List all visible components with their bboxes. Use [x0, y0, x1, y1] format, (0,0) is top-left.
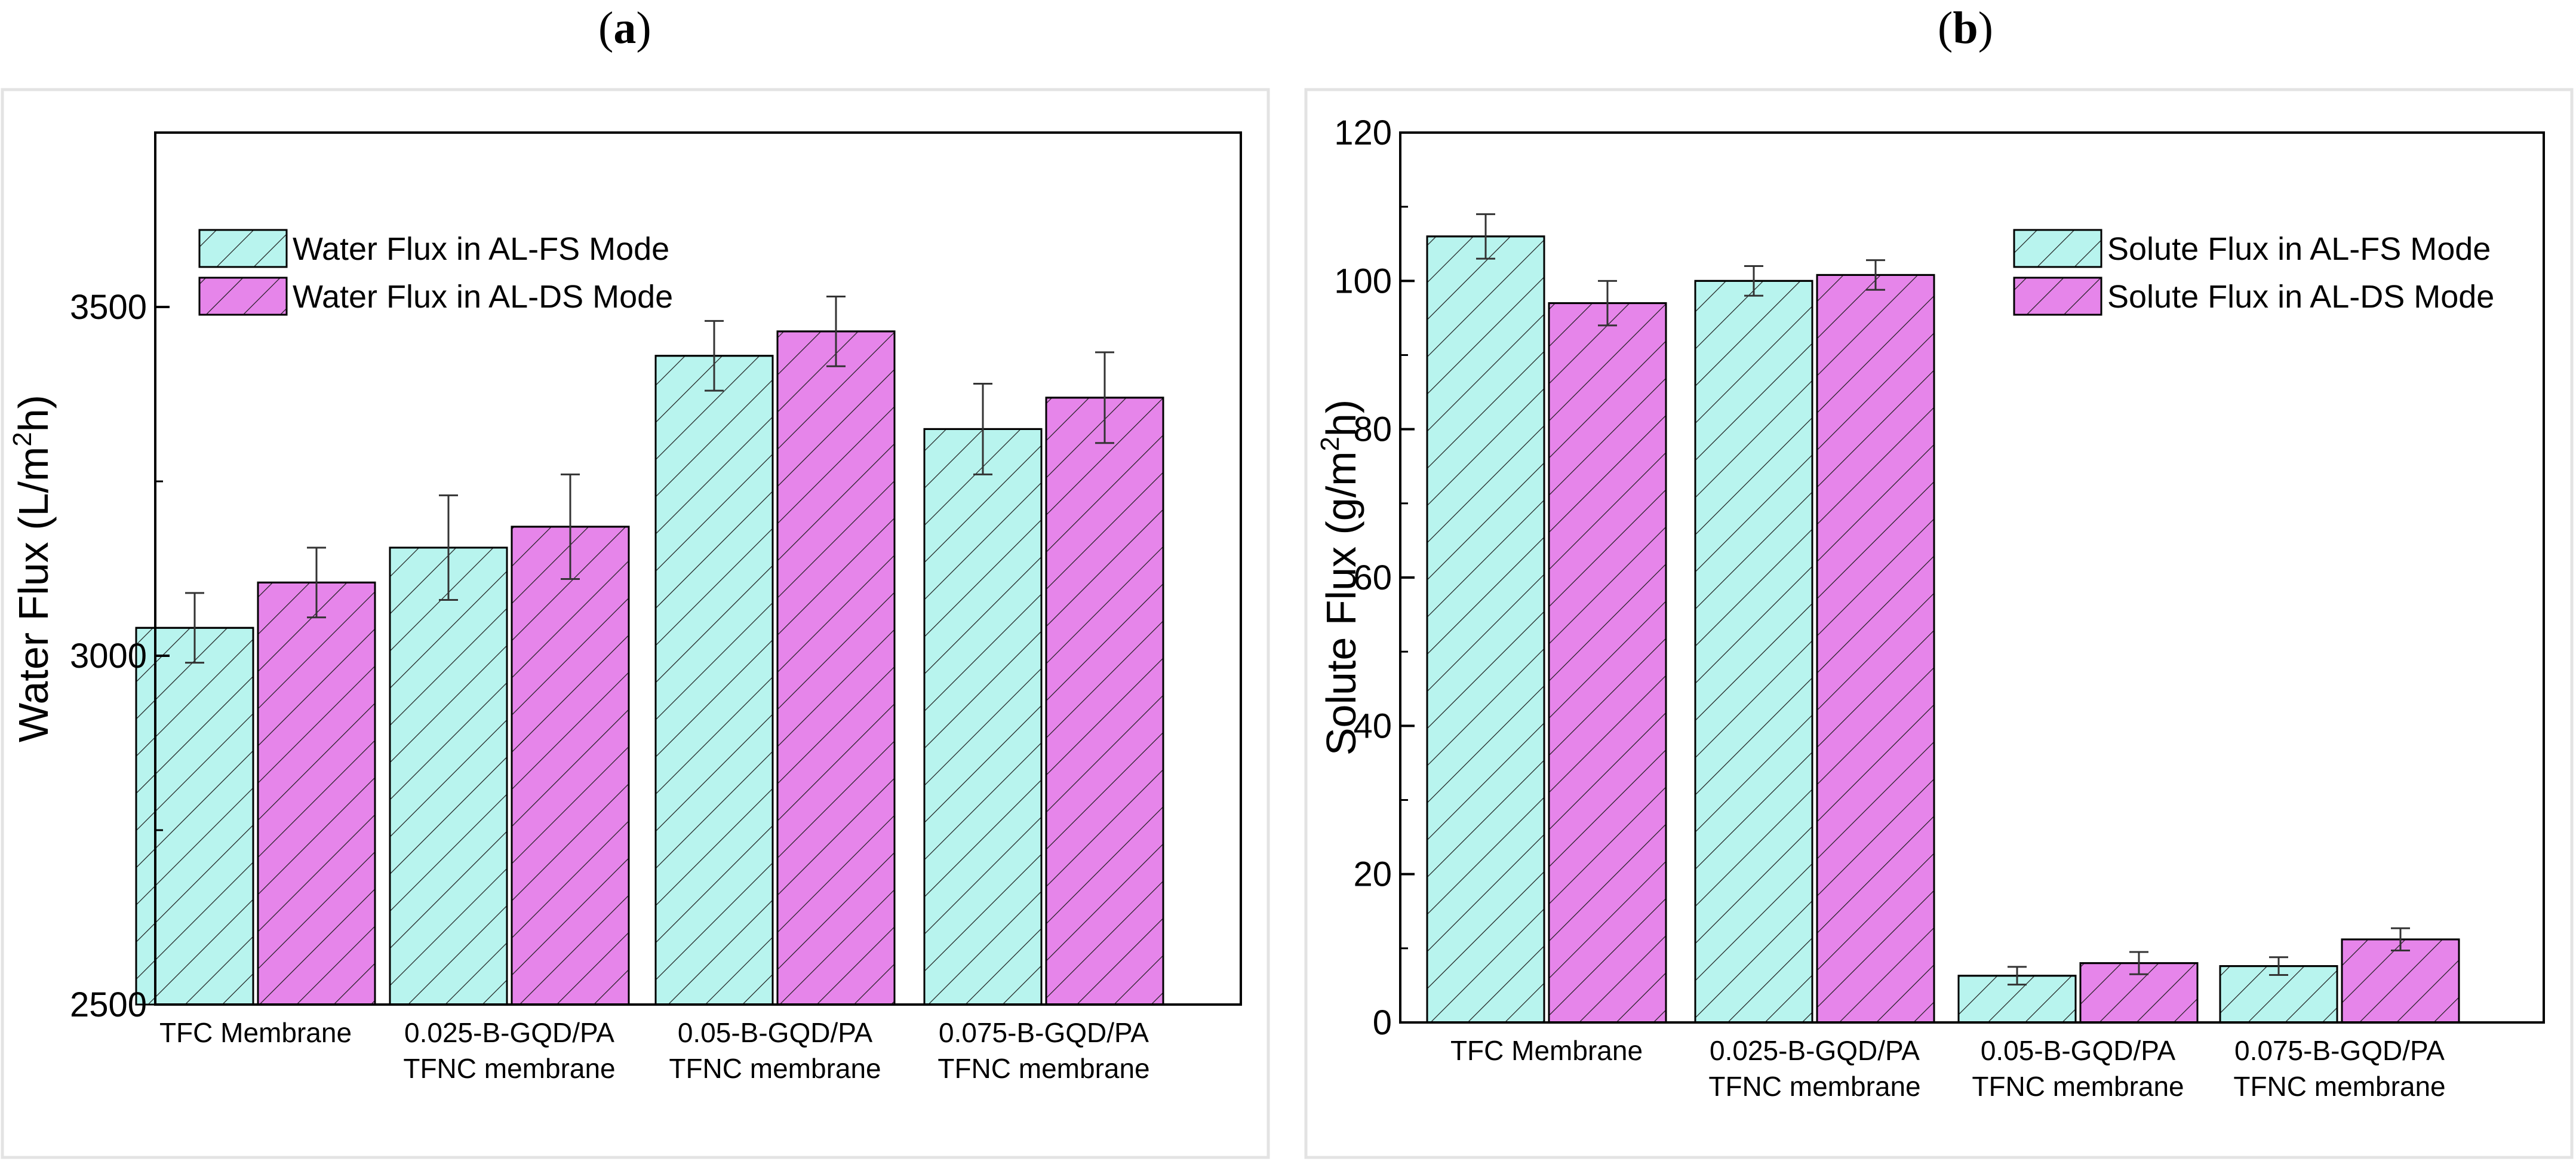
bar-hatch-b-s2-2: [1816, 274, 1935, 1024]
category-label-b-3-line2: TFNC membrane: [1972, 1071, 2184, 1102]
category-label-a-2-line1: 0.025-B-GQD/PA: [404, 1017, 614, 1048]
bar-hatch-a-s2-4: [1045, 397, 1164, 1006]
y-axis-label-tail-a: h): [10, 395, 57, 432]
y-axis-label-sup-b: 2: [1315, 437, 1345, 451]
y-tick-label-b-20: 20: [1353, 855, 1392, 894]
y-axis-label-tail-b: h): [1318, 400, 1364, 437]
bar-hatch-b-s1-1: [1426, 235, 1545, 1024]
legend-swatch-hatch-b-s1: [2013, 229, 2102, 268]
category-label-b-2-line2: TFNC membrane: [1708, 1071, 1920, 1102]
bar-hatch-b-s1-2: [1694, 280, 1813, 1024]
y-tick-label-b-0: 0: [1373, 1003, 1392, 1042]
bar-hatch-a-s1-1: [135, 626, 254, 1006]
legend-label-a-s1: Water Flux in AL-FS Mode: [293, 231, 669, 267]
bar-hatch-a-s1-3: [654, 355, 774, 1006]
y-tick-label-a-3500: 3500: [70, 288, 147, 327]
y-axis-label-main-b: Solute Flux (g/m: [1318, 452, 1364, 756]
y-tick-label-b-40: 40: [1353, 707, 1392, 745]
y-axis-label-b: Solute Flux (g/m2h): [1315, 400, 1364, 755]
y-axis-label-sup-a: 2: [8, 432, 37, 446]
y-tick-label-a-2500: 2500: [70, 985, 147, 1024]
y-tick-label-b-100: 100: [1334, 262, 1392, 300]
category-label-a-2-line2: TFNC membrane: [403, 1053, 615, 1084]
y-axis-label-main-a: Water Flux (L/m: [10, 447, 57, 742]
legend-swatch-hatch-a-s2: [198, 277, 288, 316]
bar-hatch-a-s2-2: [511, 526, 630, 1006]
legend-label-b-s2: Solute Flux in AL-DS Mode: [2107, 279, 2494, 315]
category-label-a-4-line2: TFNC membrane: [937, 1053, 1149, 1084]
bar-hatch-b-s2-1: [1548, 302, 1667, 1024]
panel-label-a: (a): [598, 3, 651, 53]
bar-hatch-b-s2-4: [2341, 938, 2460, 1024]
bar-hatch-a-s1-2: [389, 546, 508, 1006]
category-label-a-1-line1: TFC Membrane: [159, 1017, 352, 1048]
category-label-b-4-line2: TFNC membrane: [2233, 1071, 2445, 1102]
bar-hatch-a-s2-1: [257, 581, 376, 1006]
y-axis-label-a: Water Flux (L/m2h): [8, 395, 57, 742]
bar-hatch-a-s2-3: [776, 330, 896, 1006]
category-label-b-4-line1: 0.075-B-GQD/PA: [2234, 1035, 2445, 1066]
y-tick-label-b-80: 80: [1353, 410, 1392, 449]
y-tick-label-a-3000: 3000: [70, 637, 147, 675]
category-label-a-3-line1: 0.05-B-GQD/PA: [678, 1017, 873, 1048]
legend-swatch-hatch-b-s2: [2013, 277, 2102, 316]
legend-label-b-s1: Solute Flux in AL-FS Mode: [2107, 231, 2491, 267]
legend-label-a-s2: Water Flux in AL-DS Mode: [293, 279, 673, 315]
category-label-b-3-line1: 0.05-B-GQD/PA: [1981, 1035, 2176, 1066]
legend-swatch-hatch-a-s1: [198, 229, 288, 268]
bar-hatch-a-s1-4: [923, 428, 1043, 1006]
y-tick-label-b-60: 60: [1353, 558, 1392, 597]
category-label-b-1-line1: TFC Membrane: [1450, 1035, 1643, 1066]
category-label-a-3-line2: TFNC membrane: [669, 1053, 881, 1084]
category-label-a-4-line1: 0.075-B-GQD/PA: [939, 1017, 1149, 1048]
panel-label-b: (b): [1938, 3, 1993, 53]
y-tick-label-b-120: 120: [1334, 113, 1392, 152]
plot-frame-a: [154, 131, 1242, 1006]
category-label-b-2-line1: 0.025-B-GQD/PA: [1710, 1035, 1920, 1066]
